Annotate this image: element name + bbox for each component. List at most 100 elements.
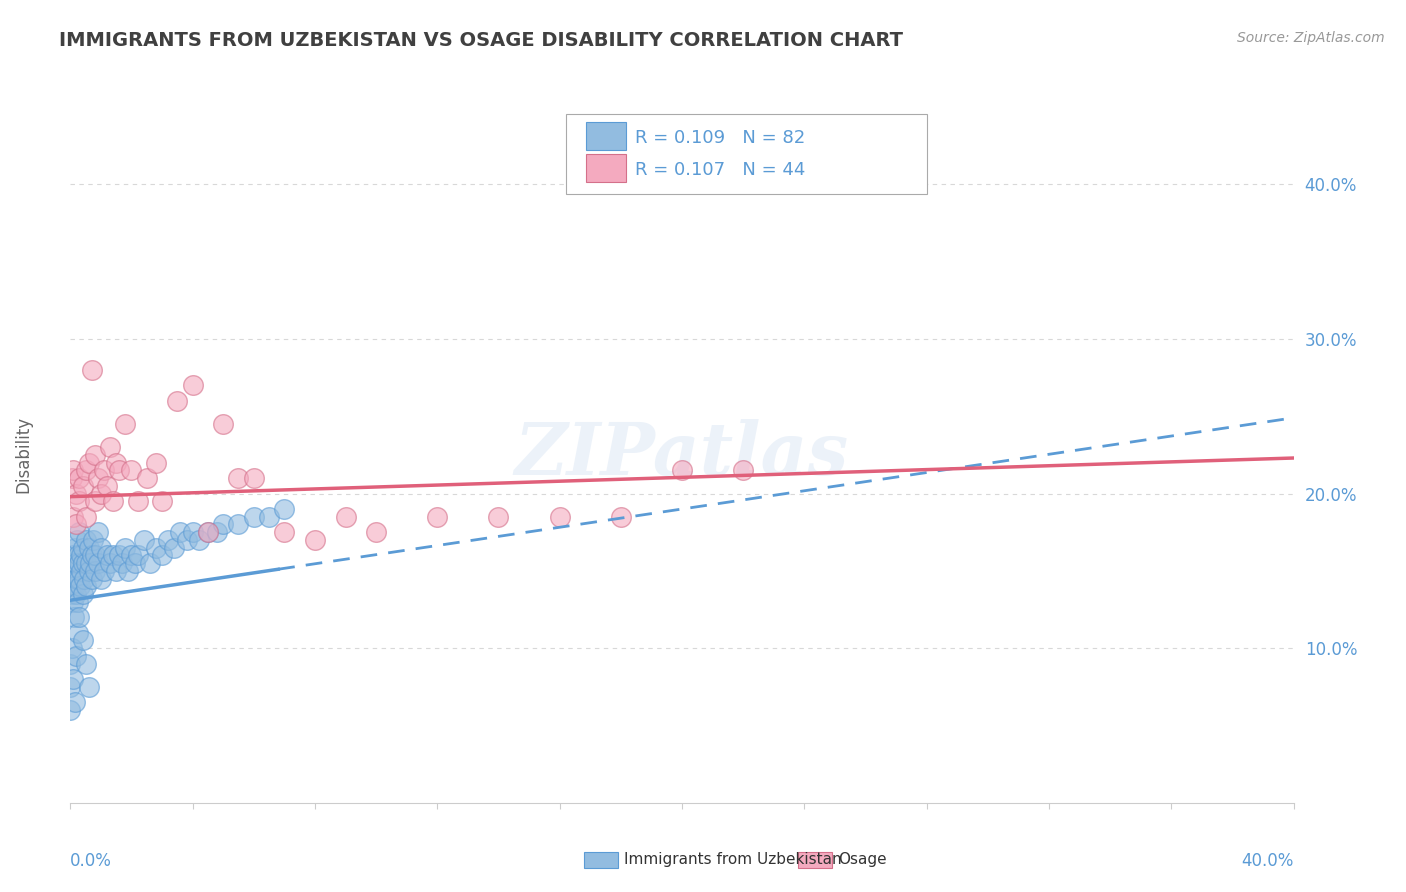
- Point: [66, 533, 89, 547]
- Point: [96, 549, 118, 563]
- Point: [166, 393, 188, 408]
- Point: [80, 549, 103, 563]
- Point: [69, 564, 91, 578]
- Point: [63, 610, 86, 624]
- Point: [197, 525, 219, 540]
- Point: [59, 680, 82, 694]
- Point: [150, 494, 173, 508]
- Point: [70, 549, 93, 563]
- Point: [243, 471, 266, 485]
- Point: [176, 533, 198, 547]
- Point: [93, 564, 115, 578]
- Point: [273, 502, 295, 516]
- Point: [132, 533, 155, 547]
- Point: [114, 417, 136, 431]
- Point: [83, 448, 105, 462]
- Point: [79, 556, 101, 570]
- Point: [127, 549, 149, 563]
- Point: [87, 471, 110, 485]
- Point: [83, 564, 105, 578]
- Point: [90, 572, 112, 586]
- Point: [121, 549, 143, 563]
- Point: [62, 549, 84, 563]
- Bar: [799, 852, 832, 868]
- Point: [75, 463, 97, 477]
- Text: R = 0.107   N = 44: R = 0.107 N = 44: [636, 161, 806, 178]
- Point: [108, 549, 131, 563]
- Point: [75, 533, 97, 547]
- Point: [75, 657, 97, 671]
- Point: [75, 509, 97, 524]
- Point: [169, 525, 191, 540]
- Point: [59, 657, 82, 671]
- Point: [548, 509, 571, 524]
- Point: [105, 564, 128, 578]
- Point: [87, 525, 110, 540]
- Bar: [586, 154, 626, 182]
- Point: [62, 595, 84, 609]
- Point: [124, 556, 146, 570]
- Point: [304, 533, 326, 547]
- Point: [69, 525, 91, 540]
- Point: [62, 672, 84, 686]
- Point: [228, 517, 250, 532]
- Text: 40.0%: 40.0%: [1241, 852, 1294, 870]
- Point: [72, 633, 94, 648]
- FancyBboxPatch shape: [565, 114, 927, 194]
- Point: [98, 440, 121, 454]
- Point: [83, 494, 105, 508]
- Point: [63, 541, 86, 555]
- Point: [69, 494, 91, 508]
- Point: [96, 479, 118, 493]
- Point: [101, 494, 124, 508]
- Point: [80, 363, 103, 377]
- Point: [163, 541, 186, 555]
- Point: [257, 509, 280, 524]
- Point: [273, 525, 295, 540]
- Point: [93, 463, 115, 477]
- Point: [733, 463, 755, 477]
- Point: [105, 456, 128, 470]
- Point: [77, 680, 100, 694]
- Point: [72, 556, 94, 570]
- Point: [610, 509, 633, 524]
- Point: [69, 572, 91, 586]
- Point: [87, 556, 110, 570]
- Point: [114, 541, 136, 555]
- Point: [65, 556, 87, 570]
- Point: [77, 564, 100, 578]
- Point: [69, 610, 91, 624]
- Point: [63, 564, 86, 578]
- Point: [139, 556, 162, 570]
- Point: [82, 533, 104, 547]
- Point: [59, 703, 82, 717]
- Point: [205, 525, 228, 540]
- Point: [60, 587, 83, 601]
- Point: [66, 572, 89, 586]
- Point: [69, 471, 91, 485]
- Point: [65, 486, 87, 500]
- Point: [60, 471, 83, 485]
- Point: [60, 556, 83, 570]
- Point: [108, 463, 131, 477]
- Point: [150, 549, 173, 563]
- Point: [187, 533, 209, 547]
- Point: [335, 509, 357, 524]
- Point: [72, 541, 94, 555]
- Point: [111, 556, 134, 570]
- Point: [75, 579, 97, 593]
- Point: [73, 572, 96, 586]
- Point: [243, 509, 266, 524]
- Point: [228, 471, 250, 485]
- Point: [66, 549, 89, 563]
- Text: R = 0.109   N = 82: R = 0.109 N = 82: [636, 128, 806, 146]
- Point: [90, 486, 112, 500]
- Point: [426, 509, 449, 524]
- Point: [62, 579, 84, 593]
- Point: [63, 695, 86, 709]
- Point: [65, 648, 87, 663]
- Point: [121, 463, 143, 477]
- Text: ZIPatlas: ZIPatlas: [515, 419, 849, 491]
- Bar: [583, 852, 619, 868]
- Point: [77, 541, 100, 555]
